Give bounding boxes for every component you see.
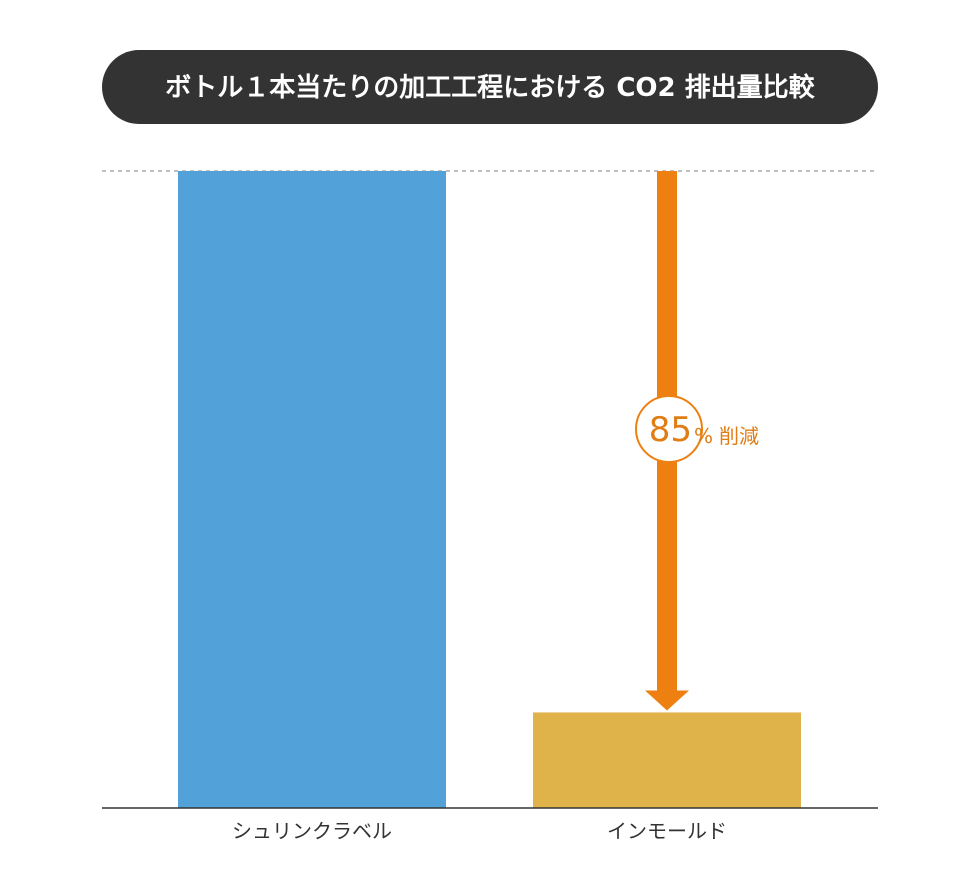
reduction-percent-value: 85 — [649, 410, 692, 450]
reduction-label: 削減 — [719, 424, 759, 448]
chart-title: ボトル１本当たりの加工工程における CO2 排出量比較 — [102, 50, 878, 124]
bar-2 — [533, 712, 801, 808]
chart-title-background — [102, 50, 878, 124]
reduction-percent-circle — [635, 395, 703, 463]
reduction-annotation: 85 % 削減 — [635, 171, 759, 711]
reduction-arrow-head — [645, 690, 689, 711]
chart-title-text: ボトル１本当たりの加工工程における CO2 排出量比較 — [165, 72, 815, 103]
bar-1 — [178, 171, 446, 808]
reduction-percent-sign: % — [694, 424, 713, 448]
bars — [178, 171, 801, 808]
category-label-1: シュリンクラベル — [232, 819, 392, 843]
category-label-2: インモールド — [607, 819, 727, 843]
category-labels: シュリンクラベル インモールド — [232, 819, 727, 843]
